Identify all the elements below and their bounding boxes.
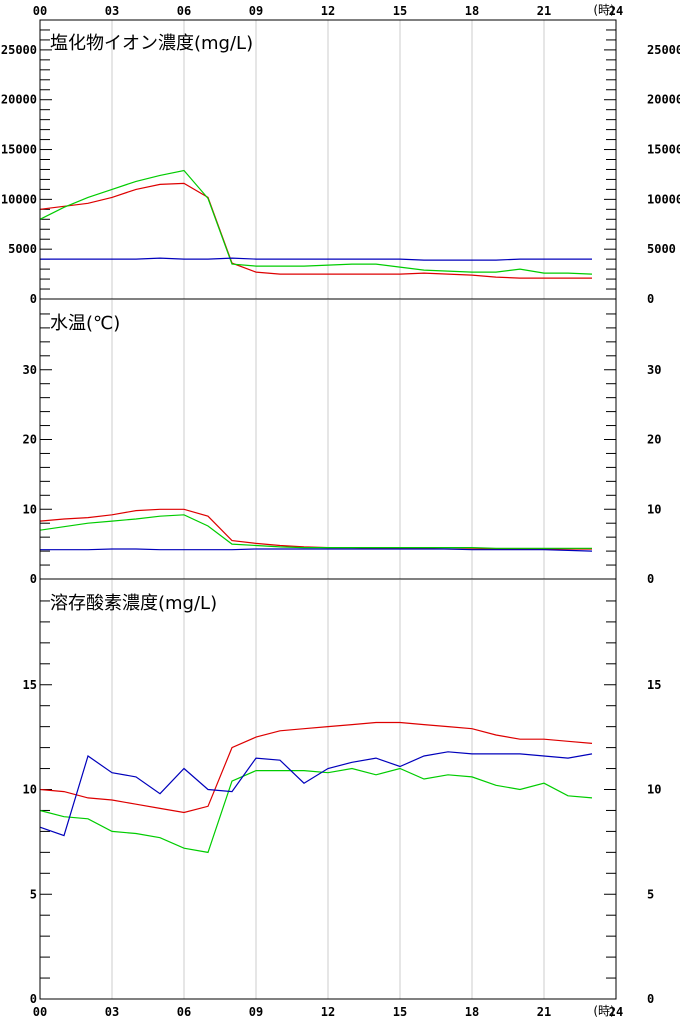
x-tick-label-top: 00 [33, 4, 47, 18]
y-tick-label-right: 5 [647, 887, 654, 901]
y-tick-label-left: 0 [30, 572, 37, 586]
series-line-blue [40, 548, 593, 552]
y-tick-label-left: 20000 [1, 93, 37, 107]
x-tick-label-bottom: 00 [33, 1005, 47, 1019]
y-tick-label-right: 30 [647, 363, 661, 377]
y-tick-label-right: 0 [647, 992, 654, 1006]
x-tick-label-top: 03 [105, 4, 119, 18]
series-line-green [39, 169, 593, 275]
x-tick-label-top: 06 [177, 4, 191, 18]
panel-title: 塩化物イオン濃度(mg/L) [50, 33, 253, 54]
x-tick-label-bottom: 18 [465, 1005, 479, 1019]
y-tick-label-left: 30 [23, 363, 37, 377]
y-tick-label-left: 25000 [1, 43, 37, 57]
y-tick-label-left: 5000 [8, 242, 37, 256]
series-line-red [39, 508, 592, 550]
x-tick-label-top: 21 [537, 4, 551, 18]
x-tick-label-top: 18 [465, 4, 479, 18]
y-tick-label-left: 5 [30, 887, 37, 901]
x-tick-label-top: 12 [321, 4, 335, 18]
y-tick-label-left: 15000 [1, 143, 37, 157]
chart-panel: 25000 25000 20000 20000 15000 15000 10000 10000… [1, 20, 680, 306]
y-tick-label-right: 10000 [647, 192, 680, 206]
y-tick-label-right: 25000 [647, 43, 680, 57]
y-tick-label-left: 20 [23, 433, 37, 447]
bottom-x-axis: 00 03 06 09 12 15 18 21 24(時) [33, 1004, 623, 1019]
series-line-blue [40, 257, 592, 261]
top-x-axis: 00 03 06 09 12 15 18 21 24(時) [33, 3, 623, 18]
y-tick-label-right: 10 [647, 502, 661, 516]
y-tick-label-right: 15 [647, 678, 661, 692]
chart-frame [39, 19, 617, 1000]
y-tick-label-left: 10 [23, 783, 37, 797]
panel-title: 水温(℃) [50, 313, 120, 334]
x-tick-label-top: 09 [249, 4, 263, 18]
x-tick-label-bottom: 09 [249, 1005, 263, 1019]
chart-panel: 15 15 10 10 5 5 0 0 溶存酸素濃度(mg/L) [23, 580, 661, 1006]
x-tick-label-bottom: 12 [321, 1005, 335, 1019]
series-line-green [39, 767, 593, 854]
y-tick-label-right: 20000 [647, 93, 680, 107]
chart-panel: 30 30 20 20 10 10 0 0 水温(℃) [23, 300, 661, 586]
x-tick-label-bottom: 24 [609, 1005, 623, 1019]
y-tick-label-right: 10 [647, 783, 661, 797]
x-tick-label-bottom: 03 [105, 1005, 119, 1019]
y-tick-label-left: 15 [23, 678, 37, 692]
x-tick-label-bottom: 06 [177, 1005, 191, 1019]
series-line-red [39, 182, 592, 279]
y-tick-label-right: 20 [647, 433, 661, 447]
series-line-green [39, 514, 592, 549]
x-tick-label-top: 15 [393, 4, 407, 18]
panel-title: 溶存酸素濃度(mg/L) [50, 593, 217, 614]
y-tick-label-left: 10000 [1, 192, 37, 206]
x-unit-label-top: (時) [593, 3, 614, 17]
series-line-blue [39, 751, 593, 837]
y-tick-label-right: 5000 [647, 242, 676, 256]
y-tick-label-left: 10 [23, 502, 37, 516]
x-tick-label-top: 24 [609, 4, 623, 18]
y-tick-label-left: 0 [30, 992, 37, 1006]
y-tick-label-left: 0 [30, 292, 37, 306]
x-unit-label-bottom: (時) [593, 1004, 614, 1018]
series-line-red [39, 721, 593, 814]
y-tick-label-right: 0 [647, 292, 654, 306]
y-tick-label-right: 15000 [647, 143, 680, 157]
x-tick-label-bottom: 15 [393, 1005, 407, 1019]
y-tick-label-right: 0 [647, 572, 654, 586]
x-tick-label-bottom: 21 [537, 1005, 551, 1019]
